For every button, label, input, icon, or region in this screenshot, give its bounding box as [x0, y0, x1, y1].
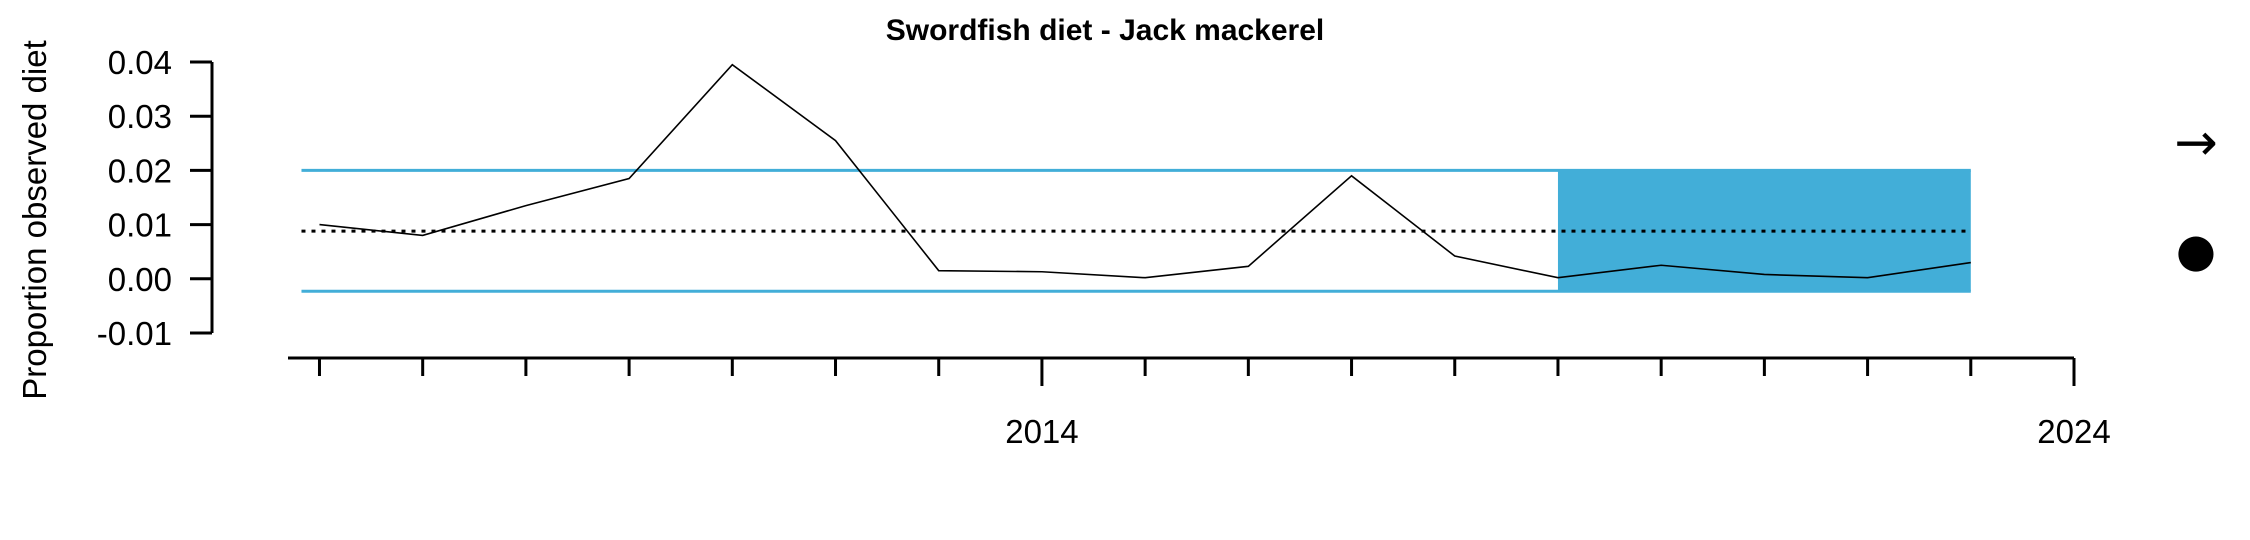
y-tick-label: 0.01: [108, 207, 172, 244]
y-tick-label: 0.03: [108, 98, 172, 135]
x-tick-label: 2014: [1005, 413, 1078, 450]
y-tick-label: 0.04: [108, 44, 172, 81]
y-tick-label: 0.00: [108, 261, 172, 298]
status-dot-icon: ●: [2176, 223, 2216, 277]
y-tick-label: -0.01: [97, 315, 172, 352]
x-axis: 2014 2024: [288, 356, 2111, 450]
chart-title: Swordfish diet - Jack mackerel: [886, 14, 1325, 47]
trend-arrow-icon: →: [2174, 113, 2218, 173]
y-axis-title: Proportion observed diet: [16, 40, 53, 400]
y-tick-label: 0.02: [108, 152, 172, 189]
series-line: [319, 63, 1971, 279]
x-tick-label: 2024: [2037, 413, 2110, 450]
y-axis: -0.01 0.00 0.01 0.02 0.03 0.04: [97, 44, 214, 352]
